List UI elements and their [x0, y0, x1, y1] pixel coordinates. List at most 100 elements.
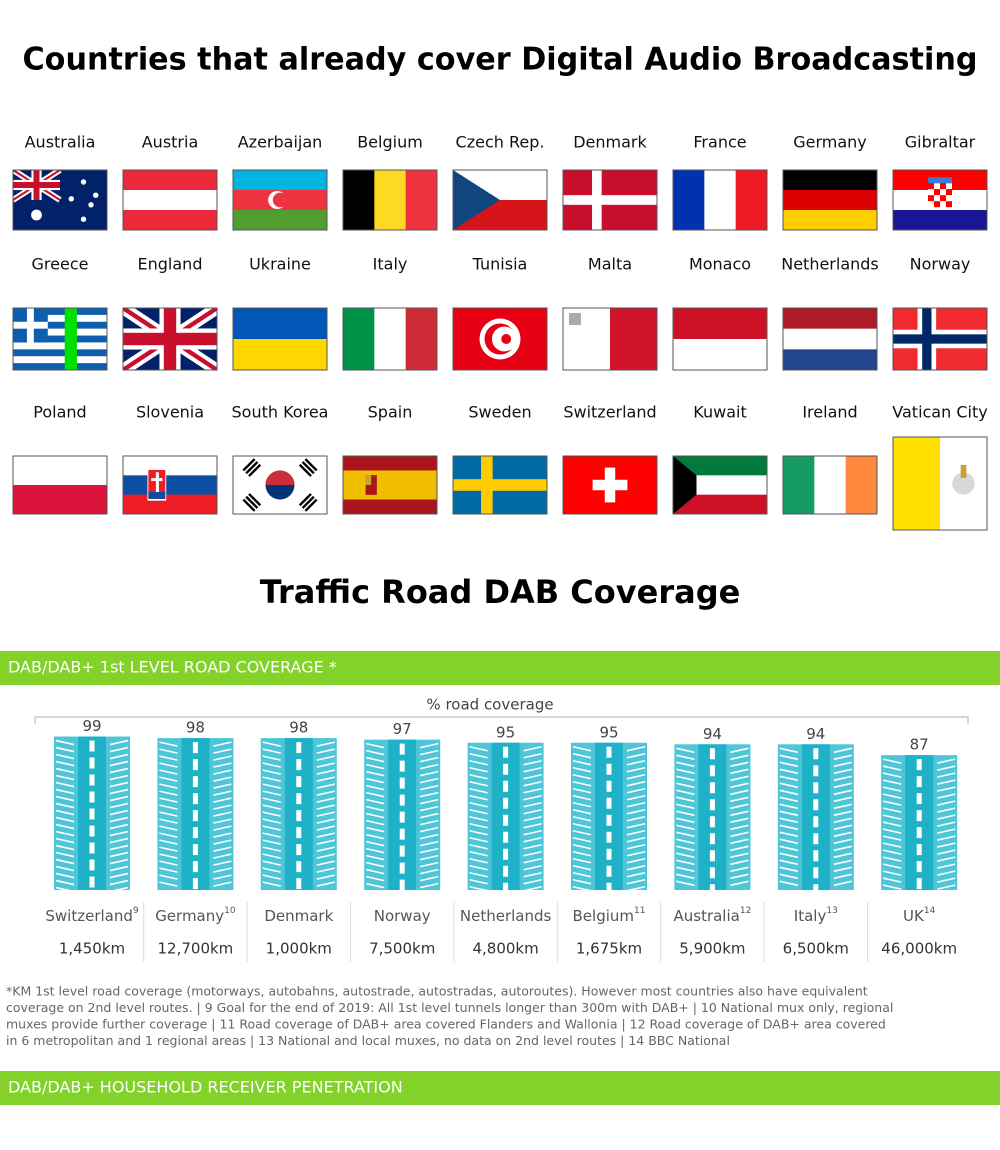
- bar-tread: [469, 864, 488, 871]
- flag-part: [123, 210, 217, 230]
- flag-border: [122, 307, 218, 371]
- bar-tread: [883, 849, 902, 855]
- bar-tread: [626, 780, 646, 787]
- flag-part: [928, 189, 934, 196]
- bar-tread: [316, 825, 335, 831]
- flag: [453, 308, 547, 370]
- bar-tread: [55, 767, 75, 774]
- bar-tread: [316, 867, 335, 873]
- section-title: Traffic Road DAB Coverage: [260, 573, 741, 611]
- bar-tread: [469, 780, 488, 787]
- bar-tread: [469, 745, 488, 752]
- bar-tread: [262, 755, 281, 761]
- flag-part: [673, 456, 697, 514]
- bar-tread: [626, 878, 646, 885]
- flag: [673, 170, 767, 230]
- flag-part: [928, 177, 952, 184]
- bar-tread: [779, 873, 798, 880]
- flag-border: [342, 307, 438, 371]
- flag-part: [893, 334, 987, 344]
- flag-part: [88, 202, 94, 208]
- bar-tread: [262, 867, 281, 873]
- bar-tread: [469, 808, 488, 815]
- bar-tread: [779, 754, 798, 761]
- bar-tread: [469, 787, 488, 794]
- flag-border: [232, 169, 328, 231]
- flag-part: [245, 461, 259, 475]
- bar-tread: [420, 784, 439, 791]
- flag-part: [123, 332, 217, 346]
- bar-tread: [779, 796, 798, 803]
- banner-bg: [0, 651, 1000, 685]
- footnote-line: in 6 metropolitan and 1 regional areas |…: [6, 1033, 730, 1048]
- bar-tread: [55, 739, 75, 746]
- bar-tread: [883, 828, 902, 834]
- bar-tread: [883, 772, 902, 778]
- bar-tread: [626, 815, 646, 822]
- bar-tread: [572, 871, 592, 878]
- flag-part: [93, 192, 99, 198]
- bar-tread: [213, 839, 232, 845]
- bar-tread: [883, 786, 902, 792]
- bar-tread: [262, 776, 281, 782]
- country-label: Ukraine: [249, 255, 311, 274]
- flag: [453, 170, 547, 230]
- bar-tread: [469, 766, 488, 773]
- bar-tread: [366, 854, 385, 861]
- bar-tread: [366, 882, 385, 889]
- bar-tread: [523, 815, 542, 822]
- category-superscript: 11: [634, 906, 645, 916]
- bar-tread: [420, 742, 439, 749]
- flag-part: [610, 308, 657, 370]
- bar-tread: [572, 843, 592, 850]
- country-label: Kuwait: [693, 403, 746, 422]
- bar-tread: [779, 803, 798, 810]
- bar-tread: [55, 816, 75, 823]
- bar-tread: [316, 860, 335, 866]
- bar-tread: [366, 819, 385, 826]
- flag-part: [934, 195, 940, 202]
- bar-tread: [883, 821, 902, 827]
- flag: [893, 308, 987, 370]
- bar-tread: [316, 769, 335, 775]
- bar-tread: [109, 872, 129, 879]
- bar-tread: [420, 770, 439, 777]
- bar-tread: [572, 885, 592, 892]
- flag-part: [673, 494, 767, 514]
- flag-border: [342, 169, 438, 231]
- flag-part: [928, 195, 934, 202]
- bar-tread: [420, 826, 439, 833]
- flag-border: [452, 169, 548, 231]
- bar-tread: [159, 874, 178, 880]
- bar-tread: [262, 762, 281, 768]
- bar-tread: [730, 866, 749, 873]
- bar-tread: [262, 832, 281, 838]
- x-tick-label: Australia12: [673, 906, 751, 925]
- bar-tread: [420, 805, 439, 812]
- x-tick-label: Norway: [374, 907, 431, 925]
- flag-part: [960, 464, 967, 478]
- bar-tread: [730, 775, 749, 782]
- flag-part: [298, 463, 312, 477]
- bar-tread: [420, 777, 439, 784]
- bar-tread: [55, 760, 75, 767]
- bar-tread: [366, 756, 385, 763]
- bar-tread: [316, 776, 335, 782]
- flag-border: [892, 169, 988, 231]
- bar-tread: [883, 793, 902, 799]
- flag-part: [13, 363, 107, 370]
- title-backing: [410, 695, 570, 715]
- bar-tread: [262, 790, 281, 796]
- bar-tread: [730, 845, 749, 852]
- bar-tread: [159, 748, 178, 754]
- bar-tread: [316, 853, 335, 859]
- flag-part: [31, 209, 42, 221]
- category-superscript: 10: [224, 906, 236, 916]
- bar-tread: [779, 845, 798, 852]
- bar-tread: [833, 831, 852, 838]
- flag-border: [452, 455, 548, 515]
- bar-tread: [676, 754, 695, 761]
- flag-part: [13, 456, 107, 486]
- bar-tread: [316, 748, 335, 754]
- flag-part: [673, 308, 767, 340]
